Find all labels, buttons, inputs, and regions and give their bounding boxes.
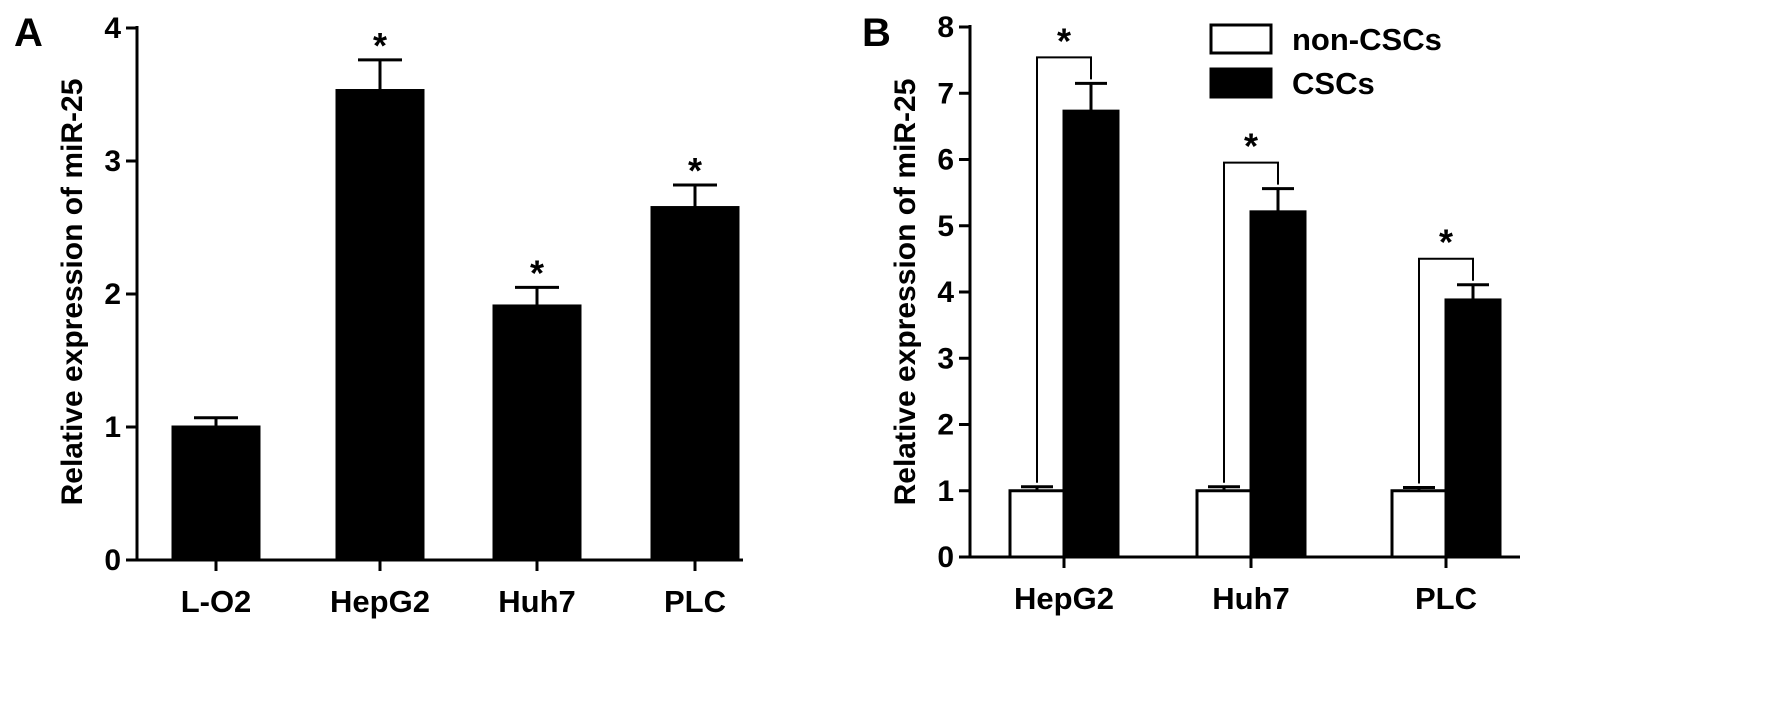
y-tick-label: 1 bbox=[104, 411, 121, 444]
panel-b-letter: B bbox=[862, 11, 891, 55]
y-tick-label: 3 bbox=[937, 342, 954, 375]
panel-a-letter: A bbox=[14, 11, 43, 55]
panel-a-y-axis-title: Relative expression of miR-25 bbox=[56, 79, 89, 506]
legend-swatch bbox=[1209, 67, 1273, 99]
legend-label: non-CSCs bbox=[1292, 22, 1442, 57]
significance-bracket bbox=[1223, 161, 1279, 483]
panel-b-y-axis-title: Relative expression of miR-25 bbox=[889, 79, 922, 506]
x-tick-label: HepG2 bbox=[1014, 581, 1114, 616]
significance-marker: * bbox=[1244, 126, 1258, 167]
panel-a-chart: A * * * L-O2 HepG2 Huh7 PLC 0 1 2 3 4 Relative exp… bbox=[14, 11, 743, 619]
bar bbox=[1249, 210, 1307, 559]
bar bbox=[1390, 489, 1448, 559]
bar bbox=[1008, 489, 1066, 559]
panel-b-axes: HepG2 Huh7 PLC 0 1 2 3 4 5 6 7 8 bbox=[937, 11, 1520, 616]
y-tick-label: 5 bbox=[937, 210, 954, 243]
y-tick-label: 6 bbox=[937, 144, 954, 177]
x-tick-label: PLC bbox=[1415, 581, 1477, 616]
significance-bracket bbox=[1418, 257, 1474, 484]
x-tick-label: HepG2 bbox=[330, 584, 430, 619]
panel-b-chart: B * * * HepG2 Huh7 PLC 0 1 2 3 4 5 6 7 8 Relative exp… bbox=[862, 11, 1520, 616]
y-tick-label: 3 bbox=[104, 145, 121, 178]
x-tick-label: Huh7 bbox=[498, 584, 576, 619]
legend-label: CSCs bbox=[1292, 66, 1375, 101]
y-tick-label: 1 bbox=[937, 475, 954, 508]
significance-bracket bbox=[1036, 56, 1092, 483]
y-tick-label: 8 bbox=[937, 11, 954, 44]
panel-a-axes: L-O2 HepG2 Huh7 PLC 0 1 2 3 4 bbox=[104, 12, 743, 619]
x-tick-label: Huh7 bbox=[1212, 581, 1290, 616]
x-tick-label: PLC bbox=[664, 584, 726, 619]
y-tick-label: 0 bbox=[104, 544, 121, 577]
significance-marker: * bbox=[1057, 20, 1071, 61]
significance-marker: * bbox=[1439, 222, 1453, 263]
y-tick-label: 2 bbox=[937, 409, 954, 442]
bar bbox=[650, 206, 740, 562]
significance-marker: * bbox=[530, 252, 544, 293]
panel-b-bars: * * * bbox=[1008, 20, 1502, 559]
panel-a-bars: * * * bbox=[171, 25, 740, 562]
y-tick-label: 4 bbox=[104, 12, 121, 45]
bar bbox=[492, 304, 582, 562]
x-tick-label: L-O2 bbox=[181, 584, 252, 619]
y-tick-label: 7 bbox=[937, 77, 954, 110]
bar bbox=[1444, 298, 1502, 559]
y-tick-label: 4 bbox=[937, 276, 954, 309]
panel-b-legend: non-CSCs CSCs bbox=[1209, 22, 1442, 101]
legend-swatch bbox=[1209, 23, 1273, 55]
significance-marker: * bbox=[688, 150, 702, 191]
y-tick-label: 0 bbox=[937, 541, 954, 574]
significance-marker: * bbox=[373, 25, 387, 66]
bar bbox=[1195, 489, 1253, 559]
bar bbox=[171, 425, 261, 562]
bar bbox=[335, 89, 425, 562]
bar bbox=[1062, 109, 1120, 559]
y-tick-label: 2 bbox=[104, 278, 121, 311]
